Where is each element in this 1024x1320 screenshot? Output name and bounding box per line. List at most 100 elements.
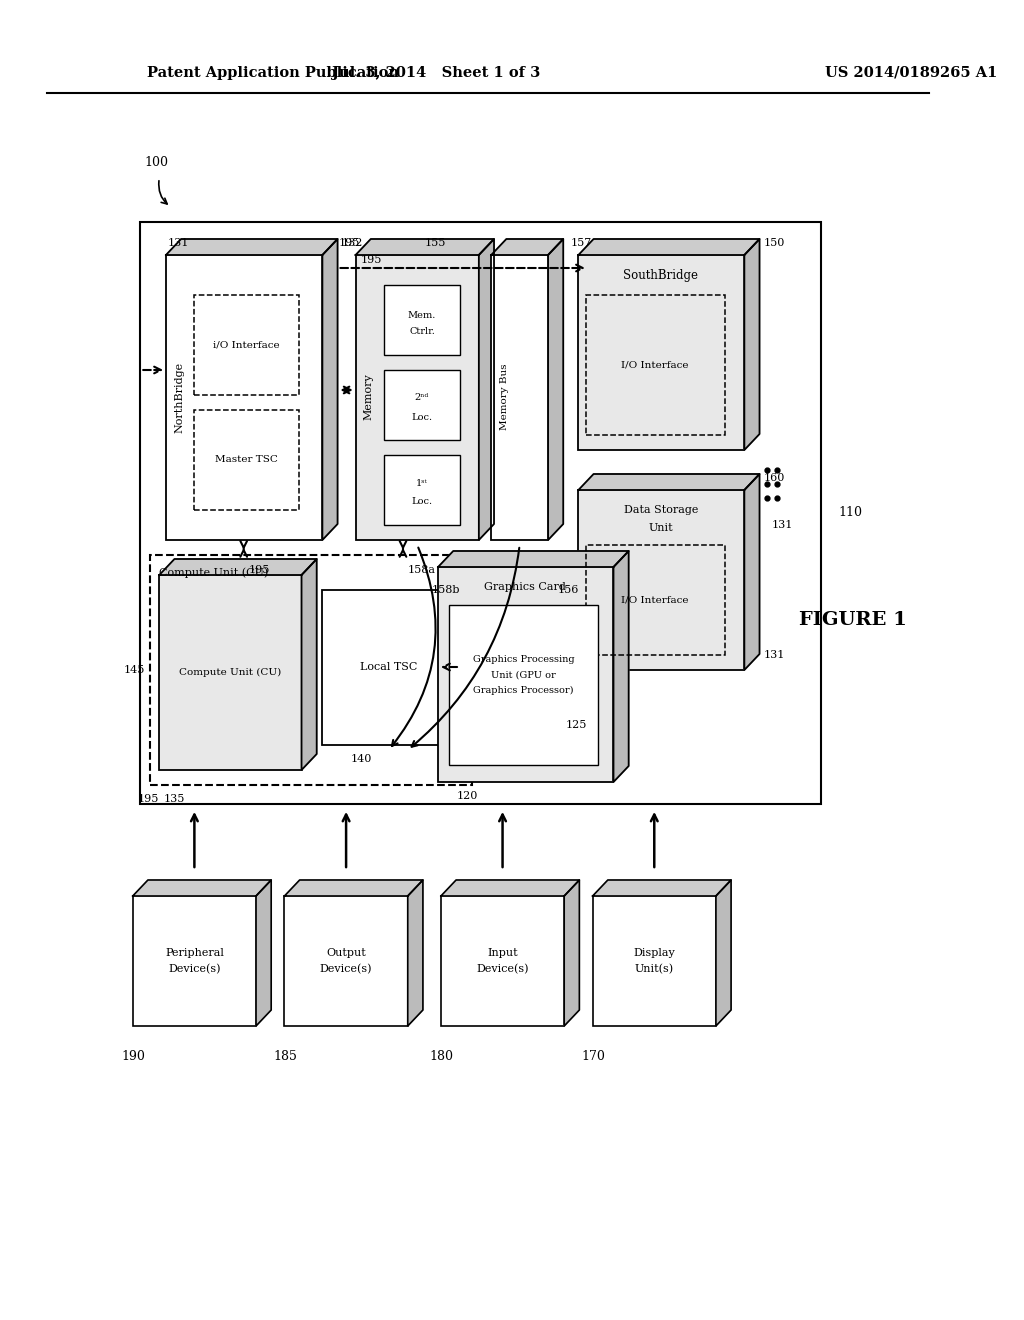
Polygon shape <box>441 880 580 896</box>
Bar <box>195 411 299 510</box>
Text: FIGURE 1: FIGURE 1 <box>800 611 907 630</box>
Text: Output: Output <box>327 948 366 958</box>
Bar <box>160 576 301 770</box>
Text: Peripheral: Peripheral <box>165 948 224 958</box>
Polygon shape <box>301 558 316 770</box>
Polygon shape <box>716 880 731 1026</box>
Text: 157: 157 <box>570 238 592 248</box>
Bar <box>133 896 256 1026</box>
Bar <box>384 370 460 440</box>
Polygon shape <box>323 239 338 540</box>
Polygon shape <box>744 474 760 671</box>
Bar <box>166 255 323 540</box>
Bar <box>323 590 455 744</box>
Text: 158b: 158b <box>431 585 460 595</box>
Text: 131: 131 <box>168 238 189 248</box>
Text: Graphics Processing: Graphics Processing <box>473 656 574 664</box>
Polygon shape <box>408 880 423 1026</box>
Bar <box>384 285 460 355</box>
Text: 135: 135 <box>164 795 185 804</box>
Text: 132: 132 <box>341 238 362 248</box>
Polygon shape <box>593 880 731 896</box>
Text: 120: 120 <box>457 791 478 801</box>
Polygon shape <box>564 880 580 1026</box>
Bar <box>593 896 716 1026</box>
Text: 185: 185 <box>273 1049 297 1063</box>
Text: Device(s): Device(s) <box>476 964 528 974</box>
Text: 110: 110 <box>839 507 862 520</box>
Text: 195: 195 <box>339 238 359 248</box>
Text: 195: 195 <box>138 795 160 804</box>
Text: Memory: Memory <box>364 374 374 420</box>
Text: SouthBridge: SouthBridge <box>624 268 698 281</box>
Polygon shape <box>133 880 271 896</box>
Polygon shape <box>256 880 271 1026</box>
Text: NorthBridge: NorthBridge <box>174 362 184 433</box>
Bar <box>384 455 460 525</box>
Text: 170: 170 <box>582 1049 605 1063</box>
Polygon shape <box>613 550 629 781</box>
Text: 156: 156 <box>557 585 579 595</box>
Text: Display: Display <box>634 948 675 958</box>
Text: 125: 125 <box>566 719 588 730</box>
Polygon shape <box>744 239 760 450</box>
Bar <box>355 255 479 540</box>
Polygon shape <box>285 880 423 896</box>
Text: Jul. 3, 2014   Sheet 1 of 3: Jul. 3, 2014 Sheet 1 of 3 <box>332 66 541 81</box>
Polygon shape <box>479 239 494 540</box>
Polygon shape <box>355 239 494 255</box>
Text: 131: 131 <box>763 649 784 660</box>
Text: Master TSC: Master TSC <box>215 455 278 465</box>
Text: 190: 190 <box>122 1049 145 1063</box>
Bar <box>285 896 408 1026</box>
Polygon shape <box>579 474 760 490</box>
Text: Device(s): Device(s) <box>319 964 373 974</box>
Text: 158a: 158a <box>408 565 436 576</box>
Text: 131: 131 <box>772 520 794 531</box>
Text: I/O Interface: I/O Interface <box>622 360 689 370</box>
Polygon shape <box>438 550 629 568</box>
Text: i/O Interface: i/O Interface <box>213 341 280 350</box>
Bar <box>195 294 299 395</box>
Text: I/O Interface: I/O Interface <box>622 595 689 605</box>
Polygon shape <box>492 239 563 255</box>
Text: 160: 160 <box>763 473 784 483</box>
Text: 100: 100 <box>144 157 168 169</box>
Bar <box>438 568 613 781</box>
Text: Compute Unit (CU): Compute Unit (CU) <box>179 668 282 677</box>
Text: Data Storage: Data Storage <box>624 506 698 515</box>
Text: Mem.: Mem. <box>408 310 436 319</box>
Bar <box>586 545 725 655</box>
Text: Graphics Processor): Graphics Processor) <box>473 685 573 694</box>
Text: Compute Unit (CU): Compute Unit (CU) <box>160 568 268 578</box>
Text: 195: 195 <box>360 255 382 265</box>
Text: 155: 155 <box>425 238 446 248</box>
Text: Device(s): Device(s) <box>168 964 220 974</box>
Bar <box>441 896 564 1026</box>
Text: 150: 150 <box>763 238 784 248</box>
Text: Input: Input <box>487 948 518 958</box>
Text: Unit: Unit <box>648 523 673 533</box>
Text: 145: 145 <box>124 665 145 675</box>
Bar <box>492 255 548 540</box>
Text: 180: 180 <box>429 1049 454 1063</box>
Polygon shape <box>548 239 563 540</box>
Text: Local TSC: Local TSC <box>360 663 418 672</box>
Text: Loc.: Loc. <box>412 498 432 507</box>
Text: Graphics Card: Graphics Card <box>484 582 566 591</box>
Text: Loc.: Loc. <box>412 412 432 421</box>
Text: 140: 140 <box>351 754 372 764</box>
Bar <box>586 294 725 436</box>
Polygon shape <box>579 239 760 255</box>
Polygon shape <box>166 239 338 255</box>
Text: Ctrlr.: Ctrlr. <box>409 327 435 337</box>
Bar <box>579 490 744 671</box>
Bar <box>579 255 744 450</box>
Text: Unit(s): Unit(s) <box>635 964 674 974</box>
Polygon shape <box>160 558 316 576</box>
Text: Patent Application Publication: Patent Application Publication <box>147 66 399 81</box>
Text: US 2014/0189265 A1: US 2014/0189265 A1 <box>825 66 997 81</box>
Text: Unit (GPU or: Unit (GPU or <box>492 671 556 680</box>
Bar <box>450 605 598 766</box>
Text: 2ⁿᵈ: 2ⁿᵈ <box>415 393 429 403</box>
